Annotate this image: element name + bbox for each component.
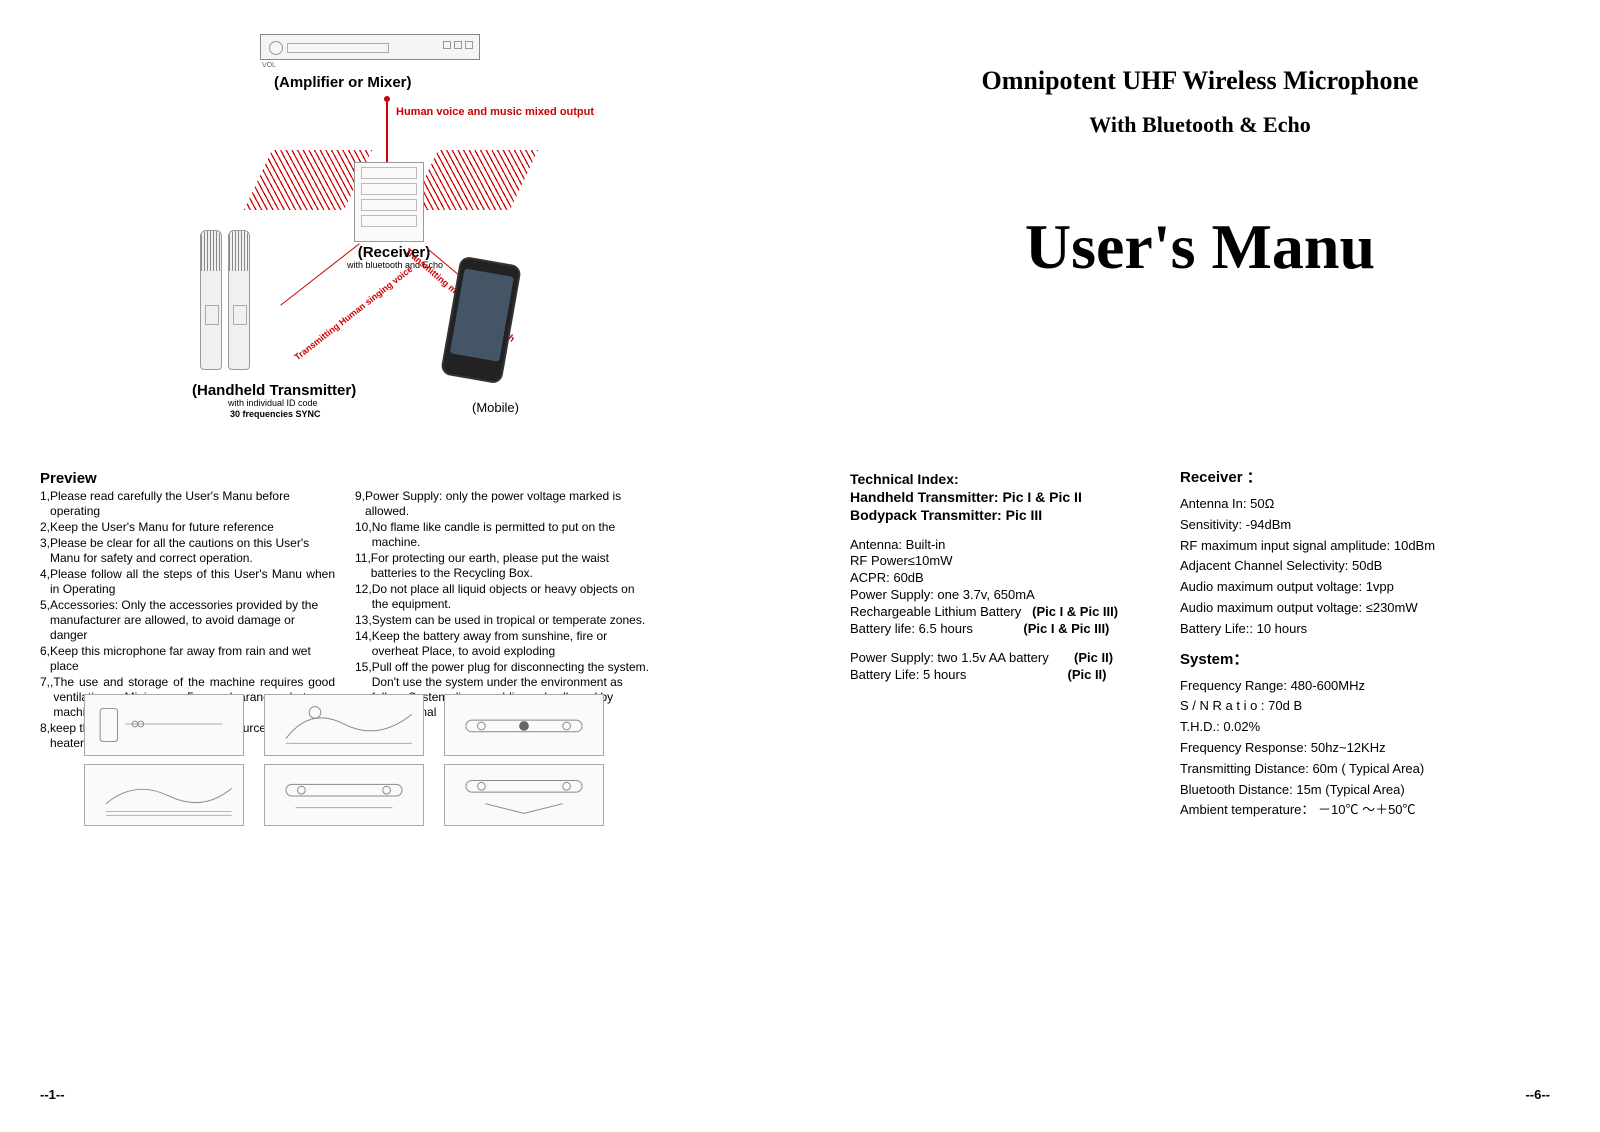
sys-l3: T.H.D.: 0.02% bbox=[1180, 717, 1530, 738]
receiver-h: Receiver ： bbox=[1180, 466, 1530, 490]
tech-h1: Technical Index: bbox=[850, 470, 1200, 488]
thumb-6 bbox=[444, 764, 604, 826]
thumb-2 bbox=[264, 694, 424, 756]
thumbnails bbox=[84, 694, 604, 826]
tech-l1: Antenna: Built-in bbox=[850, 537, 1200, 554]
thumb-1 bbox=[84, 694, 244, 756]
handheld-group bbox=[200, 230, 250, 370]
tech-h3: Bodypack Transmitter: Pic III bbox=[850, 506, 1200, 524]
page-right: Omnipotent UHF Wireless Microphone With … bbox=[800, 0, 1600, 1132]
receiver-label: (Receiver) bbox=[344, 244, 444, 261]
preview-item: 2, Keep the User's Manu for future refer… bbox=[40, 520, 335, 535]
page-left: VOL (Amplifier or Mixer) Human voice and… bbox=[0, 0, 800, 1132]
preview-item: 10, No flame like candle is permitted to… bbox=[355, 520, 650, 550]
preview-item: 3, Please be clear for all the cautions … bbox=[40, 536, 335, 566]
handheld-label: (Handheld Transmitter) bbox=[192, 382, 356, 399]
tech-l8: Battery Life: 5 hours (Pic II) bbox=[850, 667, 1200, 684]
output-line bbox=[386, 102, 388, 162]
sys-l6: Bluetooth Distance: 15m (Typical Area) bbox=[1180, 780, 1530, 801]
handheld-mic-icon bbox=[200, 230, 222, 370]
tech-l2: RF Power≤10mW bbox=[850, 553, 1200, 570]
preview-item: 5, Accessories: Only the accessories pro… bbox=[40, 598, 335, 643]
system-diagram: VOL (Amplifier or Mixer) Human voice and… bbox=[140, 30, 660, 430]
preview-item: 14, Keep the battery away from sunshine,… bbox=[355, 629, 650, 659]
page-number-left: --1-- bbox=[40, 1087, 65, 1102]
tech-l4: Power Supply: one 3.7v, 650mA bbox=[850, 587, 1200, 604]
recv-l1: Antenna In: 50Ω bbox=[1180, 494, 1530, 515]
preview-item: 11, For protecting our earth, please put… bbox=[355, 551, 650, 581]
preview-item: 13, System can be used in tropical or te… bbox=[355, 613, 650, 628]
thumb-4 bbox=[84, 764, 244, 826]
output-text: Human voice and music mixed output bbox=[396, 106, 594, 118]
preview-item: 9, Power Supply: only the power voltage … bbox=[355, 489, 650, 519]
system-h: System： bbox=[1180, 648, 1530, 672]
product-title-2: With Bluetooth & Echo bbox=[800, 112, 1600, 138]
sys-l7: Ambient temperature： －10℃ ～＋50℃ bbox=[1180, 800, 1530, 821]
preview-title: Preview bbox=[40, 470, 740, 487]
recv-l4: Adjacent Channel Selectivity: 50dB bbox=[1180, 556, 1530, 577]
sys-l5: Transmitting Distance: 60m ( Typical Are… bbox=[1180, 759, 1530, 780]
handheld-mic-icon bbox=[228, 230, 250, 370]
preview-item: 12, Do not place all liquid objects or h… bbox=[355, 582, 650, 612]
sys-l2: S / N R a t i o : 70d B bbox=[1180, 696, 1530, 717]
preview-item: 1, Please read carefully the User's Manu… bbox=[40, 489, 335, 519]
tech-l3: ACPR: 60dB bbox=[850, 570, 1200, 587]
product-title-1: Omnipotent UHF Wireless Microphone bbox=[800, 66, 1600, 96]
sys-l1: Frequency Range: 480-600MHz bbox=[1180, 676, 1530, 697]
antenna-pattern-left bbox=[244, 150, 372, 210]
recv-l5: Audio maximum output voltage: 1vpp bbox=[1180, 577, 1530, 598]
diag-text-left: Transmitting Human singing voice bbox=[293, 264, 415, 362]
sys-l4: Frequency Response: 50hz~12KHz bbox=[1180, 738, 1530, 759]
recv-l6: Audio maximum output voltage: ≤230mW bbox=[1180, 598, 1530, 619]
tech-l5: Rechargeable Lithium Battery (Pic I & Pi… bbox=[850, 604, 1200, 621]
mobile-label: (Mobile) bbox=[472, 400, 519, 415]
recv-l2: Sensitivity: -94dBm bbox=[1180, 515, 1530, 536]
page-number-right: --6-- bbox=[1525, 1087, 1550, 1102]
receiver-box bbox=[354, 162, 424, 242]
recv-l3: RF maximum input signal amplitude: 10dBm bbox=[1180, 536, 1530, 557]
recv-l7: Battery Life:: 10 hours bbox=[1180, 619, 1530, 640]
thumb-3 bbox=[444, 694, 604, 756]
mobile-icon bbox=[440, 256, 522, 385]
technical-index: Technical Index: Handheld Transmitter: P… bbox=[850, 470, 1200, 684]
tech-h2: Handheld Transmitter: Pic I & Pic II bbox=[850, 488, 1200, 506]
amplifier-label: (Amplifier or Mixer) bbox=[274, 74, 412, 91]
tech-l6: Battery life: 6.5 hours (Pic I & Pic III… bbox=[850, 621, 1200, 638]
handheld-sub2: 30 frequencies SYNC bbox=[230, 409, 321, 419]
handheld-sub1: with individual ID code bbox=[228, 398, 318, 408]
manual-title: User's Manu bbox=[800, 210, 1600, 284]
preview-item: 6, Keep this microphone far away from ra… bbox=[40, 644, 335, 674]
preview-item: 4, Please follow all the steps of this U… bbox=[40, 567, 335, 597]
thumb-5 bbox=[264, 764, 424, 826]
amplifier-box bbox=[260, 34, 480, 60]
vol-label: VOL bbox=[262, 62, 276, 69]
receiver-specs: Receiver ： Antenna In: 50Ω Sensitivity: … bbox=[1180, 466, 1530, 821]
antenna-pattern-right bbox=[410, 150, 538, 210]
tech-l7: Power Supply: two 1.5v AA battery (Pic I… bbox=[850, 650, 1200, 667]
diag-line-left bbox=[280, 243, 359, 305]
